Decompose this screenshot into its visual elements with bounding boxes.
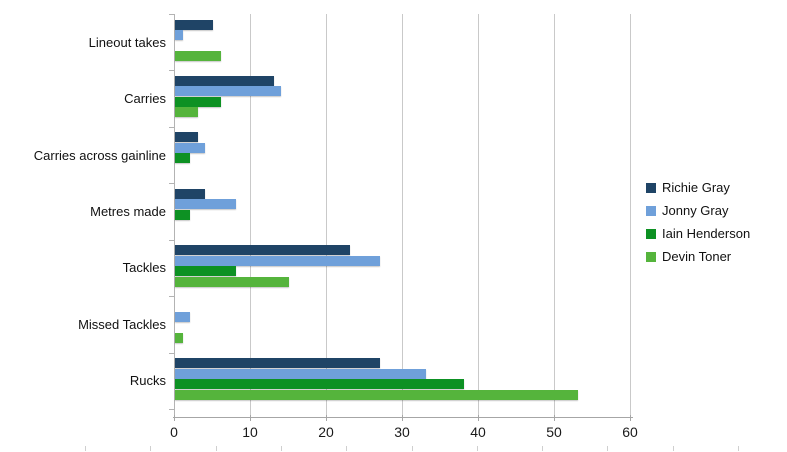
category-boundary-tick	[169, 70, 174, 72]
bar-devin-toner	[175, 51, 221, 61]
bar-jonny-gray	[175, 255, 381, 266]
category-boundary-tick	[169, 126, 174, 128]
category-boundary-tick	[169, 296, 174, 298]
category-boundary-tick	[169, 239, 174, 241]
category-boundary-tick	[169, 352, 174, 354]
bar-devin-toner	[175, 389, 578, 400]
bar-iain-henderson	[175, 153, 191, 164]
gridline	[402, 14, 403, 417]
legend-swatch-icon	[646, 182, 656, 193]
x-axis-tick	[630, 415, 631, 421]
y-axis-line	[174, 14, 175, 417]
x-axis-tick	[478, 415, 479, 421]
ruler-tick	[607, 446, 609, 451]
x-axis-tick-label: 30	[394, 424, 410, 440]
bar-richie-gray	[175, 19, 213, 30]
bar-iain-henderson	[175, 266, 236, 277]
ruler-tick	[411, 446, 413, 451]
x-axis-tick-label: 10	[242, 424, 258, 440]
ruler-tick	[542, 446, 544, 451]
bar-richie-gray	[175, 132, 198, 143]
x-axis-tick-label: 0	[170, 424, 178, 440]
x-axis-tick-label: 60	[622, 424, 638, 440]
category-label: Metres made	[90, 203, 166, 219]
x-axis-tick-label: 50	[546, 424, 562, 440]
category-label: Missed Tackles	[78, 316, 166, 332]
x-axis-tick-label: 40	[470, 424, 486, 440]
bar-devin-toner	[175, 107, 198, 118]
bar-richie-gray	[175, 75, 274, 86]
legend-label: Iain Henderson	[662, 226, 751, 241]
bar-jonny-gray	[175, 142, 206, 153]
category-boundary-tick	[169, 409, 174, 410]
bar-richie-gray	[175, 245, 350, 256]
x-axis-tick-label: 20	[318, 424, 334, 440]
legend-swatch-icon	[646, 251, 656, 262]
ruler-tick	[738, 446, 739, 451]
gridline	[250, 14, 251, 417]
ruler-tick	[346, 446, 348, 451]
legend-item: Iain Henderson	[646, 222, 750, 245]
ruler-tick	[280, 446, 282, 451]
category-label: Lineout takes	[88, 34, 166, 50]
x-axis-tick	[174, 415, 175, 421]
gridline	[630, 14, 631, 417]
ruler-tick	[476, 446, 478, 451]
category-label: Rucks	[129, 373, 166, 389]
bar-iain-henderson	[175, 96, 221, 107]
category-label: Carries	[124, 91, 166, 107]
gridline	[326, 14, 327, 417]
bar-richie-gray	[175, 188, 206, 199]
plot-area	[169, 14, 633, 421]
legend-swatch-icon	[646, 228, 656, 239]
ruler-tick	[150, 446, 152, 451]
category-boundary-tick	[169, 183, 174, 185]
x-axis-tick	[250, 415, 251, 421]
ruler-tick	[672, 446, 674, 451]
legend-label: Richie Gray	[662, 180, 730, 195]
ruler-tick	[215, 446, 217, 451]
bar-iain-henderson	[175, 209, 191, 220]
legend-label: Devin Toner	[662, 249, 732, 264]
legend-item: Jonny Gray	[646, 199, 750, 222]
bar-jonny-gray	[175, 86, 282, 97]
legend-item: Richie Gray	[646, 176, 750, 199]
gridline	[554, 14, 555, 417]
bar-jonny-gray	[175, 368, 426, 379]
legend: Richie Gray Jonny Gray Iain Henderson Devin…	[646, 176, 750, 268]
x-axis-tick	[402, 415, 403, 421]
x-axis-line	[173, 417, 633, 418]
category-boundary-tick	[169, 14, 174, 15]
ruler-tick	[85, 446, 86, 451]
bar-devin-toner	[175, 333, 183, 344]
x-axis-tick	[554, 415, 555, 421]
legend-label: Jonny Gray	[662, 203, 729, 218]
category-label: Carries across gainline	[33, 147, 166, 163]
category-label: Tackles	[122, 260, 166, 276]
legend-swatch-icon	[646, 205, 656, 216]
bar-iain-henderson	[175, 379, 464, 390]
legend-item: Devin Toner	[646, 245, 750, 268]
x-axis-tick	[326, 415, 327, 421]
gridline	[478, 14, 479, 417]
bar-jonny-gray	[175, 312, 191, 323]
bar-jonny-gray	[175, 30, 183, 40]
bar-jonny-gray	[175, 199, 236, 210]
bar-devin-toner	[175, 276, 289, 287]
bar-richie-gray	[175, 358, 381, 369]
